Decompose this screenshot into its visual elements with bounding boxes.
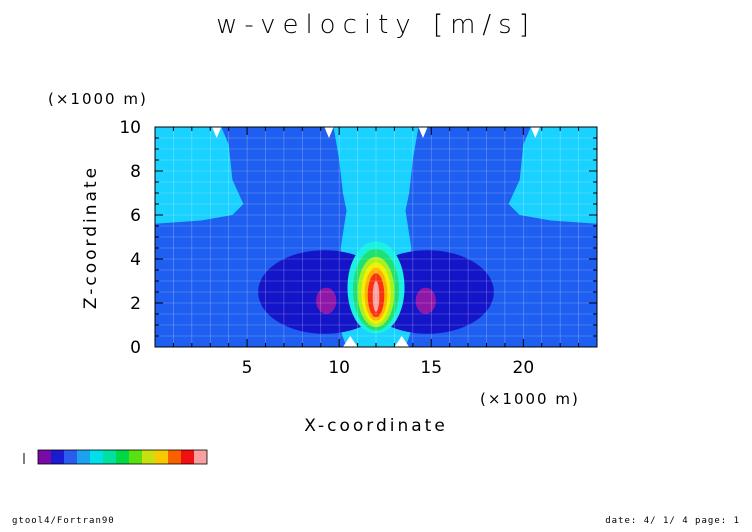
color-bar-swatch [90,450,103,464]
notch-top-left-1 [324,127,334,138]
color-bar-legend [23,449,208,465]
color-bar-swatch [64,450,77,464]
color-bar-swatch [77,450,90,464]
z-tick-label: 2 [130,294,141,314]
chart-title: w-velocity [m/s] [216,10,536,40]
plot-area [155,127,597,347]
notch-top-right-0 [530,127,540,138]
color-bar-swatch [103,450,116,464]
x-unit-label: (×1000 m) [480,390,580,408]
notch-bottom-left [342,336,358,347]
strong-downdraft-0 [316,287,337,314]
color-bar-swatch [142,450,155,464]
notch-top-left-0 [212,127,222,138]
color-bar-swatch [51,450,64,464]
color-bar-frame [37,449,208,465]
x-tick-label: 5 [242,358,253,378]
color-bar-swatch [194,450,207,464]
strong-downdraft-1 [415,287,436,314]
z-tick-label: 6 [130,206,141,226]
color-bar-swatch [168,450,181,464]
color-bar-swatch [155,450,168,464]
x-tick-label: 10 [328,358,350,378]
z-unit-label: (×1000 m) [48,90,148,108]
x-axis-label: X-coordinate [304,416,448,436]
z-tick-label: 10 [119,118,141,138]
z-tick-label: 8 [130,162,141,182]
contour-upper-right [508,127,597,224]
contour-upper-left [155,127,244,224]
axes: 5 10 15 20 0 2 4 6 8 10 [119,118,598,378]
z-tick-label: 0 [130,338,141,358]
z-tick-label: 4 [130,250,141,270]
x-tick-label: 15 [420,358,442,378]
notch-top-right-1 [418,127,428,138]
color-bar-swatch [38,450,51,464]
color-bar-swatch [116,450,129,464]
updraft-level-6 [372,281,380,312]
y-axis-label: Z-coordinate [81,165,101,309]
color-bar-swatch [181,450,194,464]
footer-software: gtool4/Fortran90 [12,516,115,526]
x-tick-label: 20 [513,358,535,378]
footer-date-page: date: 4/ 1/ 4 page: 1 [605,516,740,526]
color-bar-swatch [129,450,142,464]
notch-bottom-right [394,336,410,347]
